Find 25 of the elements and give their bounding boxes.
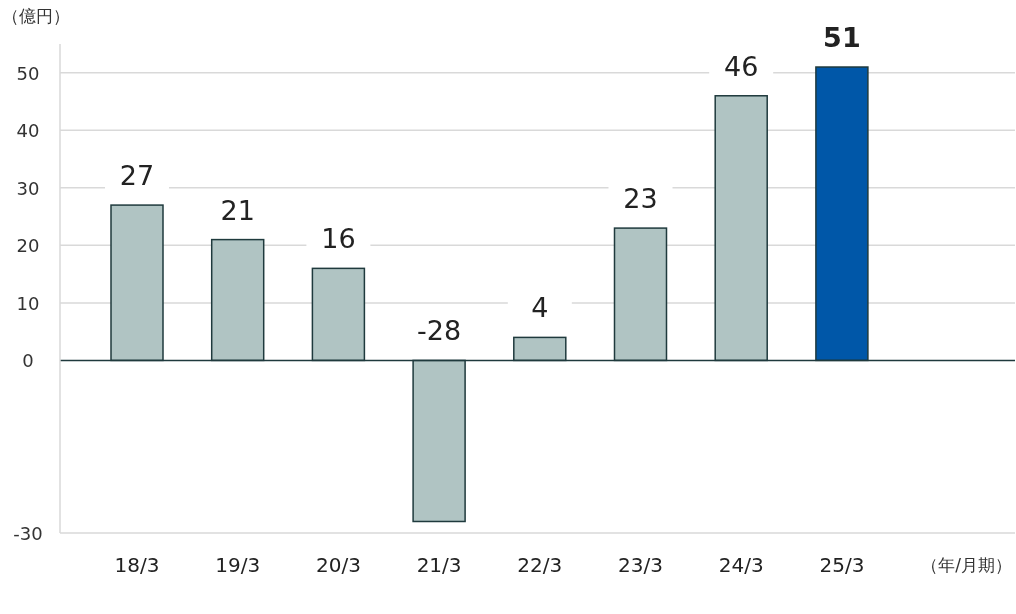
y-tick-label: 10	[16, 292, 40, 314]
data-label: -28	[417, 315, 462, 347]
x-tick-label: 19/3	[215, 553, 261, 577]
data-label: 21	[220, 194, 255, 226]
x-tick-label: 22/3	[517, 553, 563, 577]
x-tick-label: 24/3	[718, 553, 764, 577]
x-tick-label: 18/3	[114, 553, 160, 577]
y-tick-label: 40	[16, 120, 40, 142]
y-axis-title: （億円）	[2, 6, 70, 26]
data-label: 4	[531, 292, 549, 324]
data-label: 16	[321, 223, 356, 255]
x-tick-label: 25/3	[819, 553, 865, 577]
y-tick-label: 30	[16, 177, 40, 199]
x-axis-title: （年/月期）	[921, 555, 1012, 575]
x-tick-label: 20/3	[315, 553, 361, 577]
x-tick-label: 23/3	[618, 553, 663, 577]
data-label: 23	[623, 183, 658, 215]
x-tick-label: 21/3	[416, 553, 462, 577]
data-label: 27	[119, 160, 155, 192]
y-tick-label: 50	[16, 62, 40, 84]
data-label: 51	[823, 22, 861, 54]
y-tick-label: -30	[13, 523, 43, 544]
y-tick-label: 20	[16, 235, 40, 257]
y-tick-label: 0	[22, 350, 34, 372]
data-label: 46	[724, 50, 759, 82]
